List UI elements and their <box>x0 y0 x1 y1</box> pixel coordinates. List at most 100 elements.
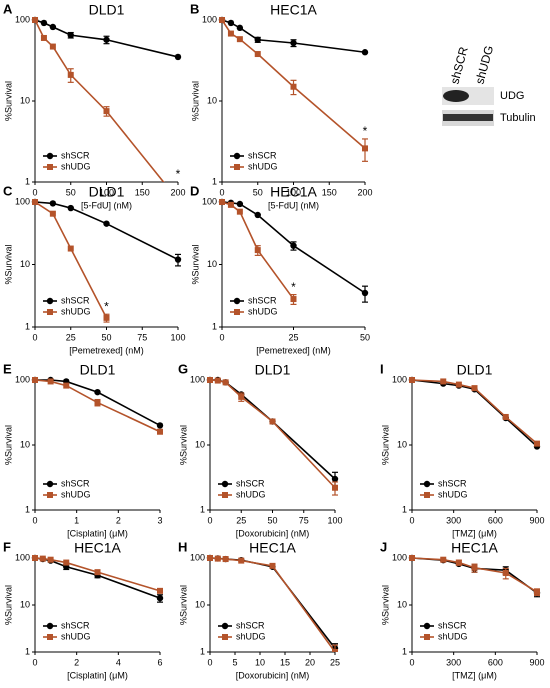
data-point <box>236 208 243 215</box>
x-axis-title: [Pemetrexed] (nM) <box>256 345 331 355</box>
data-point <box>236 24 244 32</box>
x-tick-label: 1 <box>74 515 79 525</box>
data-point <box>63 559 70 566</box>
series-line <box>411 557 538 594</box>
plot-area <box>31 16 182 182</box>
data-point <box>32 555 38 561</box>
data-point <box>331 475 339 483</box>
x-tick-label: 600 <box>488 515 503 525</box>
data-point <box>409 377 415 383</box>
data-point <box>40 19 48 27</box>
x-tick-label: 100 <box>286 187 301 197</box>
legend-marker <box>46 152 54 160</box>
x-tick-label: 100 <box>170 332 185 342</box>
legend-label: shSCR <box>438 620 467 630</box>
data-point <box>254 36 261 43</box>
data-point <box>409 555 415 561</box>
series-line <box>209 557 336 652</box>
y-tick-label: 10 <box>207 259 217 269</box>
data-point <box>156 594 164 602</box>
data-point <box>49 200 57 207</box>
data-point <box>269 418 276 425</box>
x-tick-label: 0 <box>207 515 212 525</box>
x-tick-label: 0 <box>219 332 224 342</box>
data-point <box>471 385 478 392</box>
x-tick-label: 15 <box>280 657 290 667</box>
x-tick-label: 150 <box>322 187 337 197</box>
data-point <box>361 289 369 297</box>
y-tick-label: 100 <box>15 14 30 24</box>
y-tick-label: 10 <box>397 599 407 609</box>
data-point <box>440 378 447 385</box>
x-tick-label: 0 <box>207 657 212 667</box>
data-point <box>39 555 46 562</box>
data-point <box>502 413 509 420</box>
legend-label: shUDG <box>61 306 91 316</box>
x-tick-label: 100 <box>327 515 342 525</box>
data-point <box>222 379 229 386</box>
x-tick-label: 50 <box>253 187 263 197</box>
y-tick-label: 10 <box>20 439 30 449</box>
data-point <box>32 377 38 383</box>
legend-label: shUDG <box>248 306 278 316</box>
data-point <box>227 30 234 37</box>
panel-letter: B <box>190 1 199 16</box>
data-point <box>103 220 110 227</box>
legend-marker <box>47 492 53 498</box>
legend-label: shUDG <box>248 161 278 171</box>
legend-label: shSCR <box>248 150 277 160</box>
legend-marker <box>424 492 430 498</box>
panel-letter: G <box>178 361 188 376</box>
data-point <box>103 36 110 43</box>
chart-title: DLD1 <box>89 2 125 18</box>
x-tick-label: 25 <box>330 657 340 667</box>
data-point <box>534 588 540 595</box>
western-blot: shSCR shUDG UDG Tubulin <box>442 44 536 126</box>
x-tick-label: 50 <box>360 332 370 342</box>
chart-title: HEC1A <box>270 2 317 18</box>
x-tick-label: 0 <box>32 515 37 525</box>
x-axis-title: [TMZ] (μM) <box>452 528 497 538</box>
y-tick-label: 10 <box>207 95 217 105</box>
y-tick-label: 10 <box>195 439 205 449</box>
panel: J HEC1A 1 10 100 0 300 600 900 [TMZ] (μM) %Surviva… <box>380 539 545 680</box>
data-point <box>157 587 163 594</box>
y-axis-title: %Survival <box>380 425 390 465</box>
panel-letter: J <box>380 539 387 554</box>
data-point <box>332 649 338 652</box>
legend-label: shUDG <box>236 489 266 499</box>
legend-label: shSCR <box>236 478 265 488</box>
data-point <box>94 388 101 396</box>
data-point <box>502 569 509 576</box>
data-point <box>534 440 540 447</box>
x-tick-label: 2 <box>74 657 79 667</box>
data-point <box>157 428 163 435</box>
data-point <box>361 49 369 56</box>
x-tick-label: 25 <box>236 515 246 525</box>
data-point <box>471 564 478 571</box>
x-tick-label: 300 <box>446 515 461 525</box>
y-axis-title: %Survival <box>3 81 13 121</box>
x-tick-label: 5 <box>232 657 237 667</box>
legend-marker <box>234 309 240 315</box>
annotation: * <box>104 299 109 313</box>
series-line <box>411 557 538 593</box>
series-line <box>34 201 179 261</box>
y-tick-label: 100 <box>202 14 217 24</box>
legend-label: shUDG <box>61 161 91 171</box>
y-tick-label: 1 <box>25 504 30 514</box>
y-tick-label: 10 <box>20 95 30 105</box>
legend-marker <box>46 622 54 630</box>
panel-letter: H <box>178 539 187 554</box>
data-point <box>455 559 462 566</box>
legend-marker <box>47 634 53 640</box>
data-point <box>49 43 56 50</box>
data-point <box>94 399 101 406</box>
legend-marker <box>47 309 53 315</box>
panel: I DLD1 1 10 100 0 300 600 900 [TMZ] (μM) %Survival… <box>380 361 545 538</box>
x-axis-title: [Doxorubicin] (nM) <box>236 528 310 538</box>
legend-label: shSCR <box>248 295 277 305</box>
data-point <box>455 381 462 388</box>
